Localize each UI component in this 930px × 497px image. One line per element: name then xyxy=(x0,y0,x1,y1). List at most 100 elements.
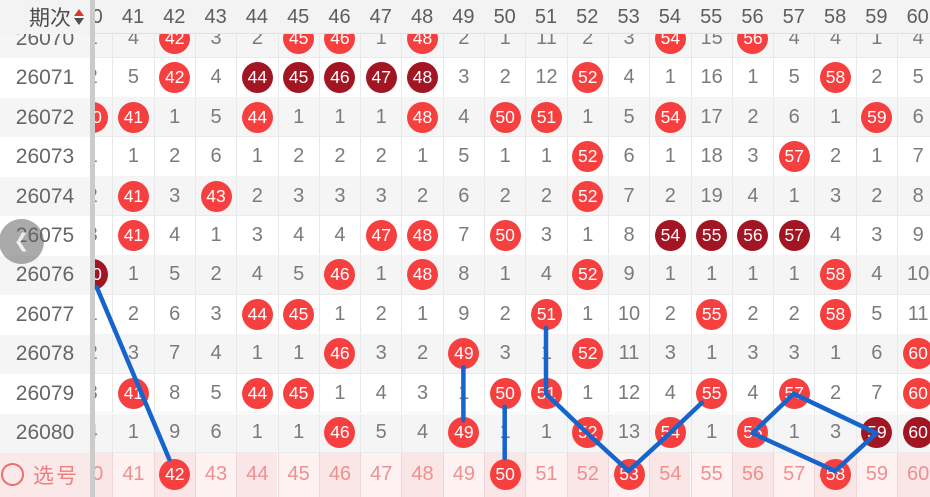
miss-count: 4 xyxy=(623,66,635,89)
cell-26075-57: 57 xyxy=(773,216,814,255)
selected-ball-58[interactable]: 58 xyxy=(820,459,852,491)
miss-count: 6 xyxy=(871,342,883,365)
miss-count: 5 xyxy=(623,105,635,128)
cell-26073-51: 1 xyxy=(525,137,566,176)
miss-count: 1 xyxy=(582,105,594,128)
sort-icons[interactable] xyxy=(74,9,84,25)
miss-count: 4 xyxy=(747,381,759,404)
selection-number-58[interactable]: 58 xyxy=(814,452,856,497)
column-header-49: 49 xyxy=(452,5,475,28)
cell-26073-41: 1 xyxy=(112,137,153,176)
cell-26077-56: 2 xyxy=(731,295,773,334)
cell-26077-51: 51 xyxy=(525,295,566,334)
table-row-26074: 2413432333262252721941328 xyxy=(71,176,930,217)
cell-26079-52: 1 xyxy=(566,374,608,413)
cell-26072-41: 41 xyxy=(112,97,153,137)
drawn-ball-48: 48 xyxy=(407,259,439,291)
column-header-60: 60 xyxy=(906,5,929,28)
cell-26071-46: 46 xyxy=(318,58,360,97)
cell-26071-59: 2 xyxy=(855,58,897,97)
selection-number-43[interactable]: 43 xyxy=(194,452,237,497)
selected-ball-53[interactable]: 53 xyxy=(613,459,645,491)
cell-26079-60: 60 xyxy=(897,374,930,413)
selection-number-54[interactable]: 54 xyxy=(649,452,691,497)
cell-26074-57: 1 xyxy=(773,176,814,216)
floating-back-button[interactable]: ❮ xyxy=(0,219,44,264)
cell-26077-59: 5 xyxy=(855,295,897,334)
miss-count: 4 xyxy=(169,223,181,246)
miss-count: 1 xyxy=(499,26,511,49)
miss-count: 4 xyxy=(829,26,842,49)
drawn-ball-48: 48 xyxy=(407,101,439,133)
miss-count: 4 xyxy=(416,421,429,444)
miss-count: 1 xyxy=(540,145,552,168)
cell-26074-58: 3 xyxy=(814,176,855,216)
cell-26070-58: 4 xyxy=(814,19,855,58)
cell-26076-58: 58 xyxy=(814,255,855,295)
drawn-ball-41: 41 xyxy=(117,101,149,133)
cell-26072-42: 1 xyxy=(153,97,195,137)
miss-count: 1 xyxy=(871,26,883,49)
selection-number-55[interactable]: 55 xyxy=(690,452,732,497)
miss-count: 4 xyxy=(334,223,346,246)
selection-number-46[interactable]: 46 xyxy=(318,452,361,497)
drawn-ball-43: 43 xyxy=(200,180,232,212)
cell-26075-58: 4 xyxy=(814,216,855,255)
drawn-ball-59: 59 xyxy=(861,417,893,449)
selection-number-52[interactable]: 52 xyxy=(566,452,608,497)
miss-count: 1 xyxy=(540,421,552,444)
selected-ball-50[interactable]: 50 xyxy=(489,459,521,491)
selected-ball-42[interactable]: 42 xyxy=(159,459,191,491)
drawn-ball-55: 55 xyxy=(696,298,728,330)
selection-number-60[interactable]: 60 xyxy=(897,452,930,497)
miss-count: 5 xyxy=(210,381,222,404)
selection-number-45[interactable]: 45 xyxy=(277,452,319,497)
back-chevron-icon: ❮ xyxy=(13,231,30,252)
selection-number-53[interactable]: 53 xyxy=(607,452,650,497)
cell-26072-48: 48 xyxy=(401,97,442,137)
miss-count: 8 xyxy=(169,381,181,404)
miss-count: 1 xyxy=(375,105,387,128)
drawn-ball-57: 57 xyxy=(778,219,810,251)
miss-count: 1 xyxy=(458,381,470,404)
selection-number-56[interactable]: 56 xyxy=(731,452,774,497)
selection-number-51[interactable]: 51 xyxy=(525,452,567,497)
miss-count: 1 xyxy=(293,421,305,444)
cell-26078-50: 3 xyxy=(484,334,525,374)
drawn-ball-42: 42 xyxy=(159,62,191,94)
cell-26071-56: 1 xyxy=(731,58,773,97)
cell-26072-44: 44 xyxy=(236,97,277,137)
period-label-26073: 26073 xyxy=(0,137,90,177)
selection-number-48[interactable]: 48 xyxy=(401,452,443,497)
period-header-cell[interactable]: 期次 xyxy=(0,0,90,34)
miss-count: 2 xyxy=(293,145,305,168)
selection-number-59[interactable]: 59 xyxy=(855,452,897,497)
miss-count: 2 xyxy=(127,302,139,325)
cell-26076-43: 2 xyxy=(194,255,236,295)
cell-26077-53: 10 xyxy=(607,295,649,334)
selection-number-47[interactable]: 47 xyxy=(360,452,402,497)
selection-number-44[interactable]: 44 xyxy=(236,452,278,497)
column-header-51: 51 xyxy=(534,5,558,28)
selection-number-50[interactable]: 50 xyxy=(484,452,526,497)
cell-26076-45: 5 xyxy=(277,255,319,295)
selection-number-49[interactable]: 49 xyxy=(442,452,484,497)
miss-count: 1 xyxy=(334,381,346,404)
miss-count: 3 xyxy=(251,223,263,246)
selection-number-label: 46 xyxy=(328,463,352,486)
selection-number-42[interactable]: 42 xyxy=(153,452,195,497)
cell-26070-49: 2 xyxy=(442,19,484,58)
selection-number-41[interactable]: 41 xyxy=(112,452,154,497)
cell-26078-59: 6 xyxy=(855,334,897,374)
sort-descending-icon xyxy=(74,18,84,25)
cell-26075-43: 1 xyxy=(194,216,236,255)
cell-26071-44: 44 xyxy=(236,58,277,97)
miss-count: 1 xyxy=(829,105,842,128)
select-circle-icon[interactable] xyxy=(1,463,24,487)
cell-26074-49: 6 xyxy=(442,176,484,216)
cell-26072-45: 1 xyxy=(277,97,319,137)
selection-number-57[interactable]: 57 xyxy=(773,452,815,497)
column-header-44: 44 xyxy=(245,5,269,28)
miss-count: 12 xyxy=(617,381,641,404)
cell-26079-42: 8 xyxy=(153,374,195,413)
